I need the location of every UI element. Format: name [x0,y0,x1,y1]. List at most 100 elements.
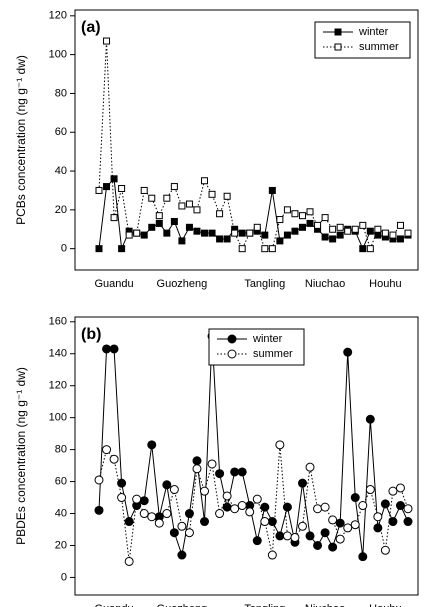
marker [124,556,134,566]
marker [366,245,374,253]
marker [403,504,413,514]
marker [147,440,157,450]
marker [380,499,390,509]
x-tick-label: Tangling [244,603,285,607]
marker [147,512,157,522]
marker [230,504,240,514]
marker [184,509,194,519]
marker [163,229,171,237]
marker [343,347,353,357]
legend-label: winter [252,333,283,345]
marker [102,344,112,354]
marker [366,227,374,235]
marker [358,552,368,562]
marker [140,186,148,194]
marker [297,521,307,531]
marker [275,531,285,541]
marker [148,223,156,231]
marker [193,206,201,214]
marker [404,229,412,237]
marker [334,28,342,36]
y-tick-label: 80 [55,87,67,99]
marker [154,518,164,528]
marker [169,485,179,495]
marker [237,501,247,511]
marker [200,486,210,496]
marker [297,478,307,488]
x-tick-label: Houhu [369,278,401,290]
panel-label: (a) [81,19,101,36]
marker [230,467,240,477]
marker [388,486,398,496]
series-line [98,336,409,557]
marker [328,542,338,552]
y-tick-label: 100 [49,49,67,61]
marker [343,523,353,533]
y-axis-label: PBDEs concentration (ng g⁻¹ dw) [14,367,28,545]
marker [283,206,291,214]
x-tick-label: Guozheng [157,603,208,607]
marker [298,212,306,220]
x-tick-label: Houhu [369,603,401,607]
marker [125,231,133,239]
marker [275,440,285,450]
marker [95,245,103,253]
marker [380,545,390,555]
marker [118,245,126,253]
panel-label: (b) [81,326,101,343]
marker [320,528,330,538]
marker [381,229,389,237]
plot-frame [74,316,419,596]
marker [282,502,292,512]
marker [282,531,292,541]
marker [103,183,111,191]
marker [365,485,375,495]
legend-label: summer [359,41,399,53]
marker [389,231,397,239]
marker [178,202,186,210]
marker [245,507,255,517]
y-tick-label: 140 [49,348,67,360]
marker [373,523,383,533]
marker [336,223,344,231]
y-tick-label: 40 [55,507,67,519]
marker [350,520,360,530]
marker [227,334,237,344]
marker [291,210,299,218]
marker [178,237,186,245]
legend-box [314,21,411,59]
marker [185,200,193,208]
marker [313,540,323,550]
marker [102,445,112,455]
marker [321,214,329,222]
marker [163,194,171,202]
marker [201,229,209,237]
marker [276,237,284,245]
legend-label: winter [358,26,389,38]
marker [314,221,322,229]
x-tick-label: Guandu [94,603,133,607]
marker [155,212,163,220]
marker [95,186,103,194]
legend-label: summer [253,348,293,360]
marker [148,194,156,202]
marker [177,550,187,560]
marker [335,534,345,544]
marker [320,502,330,512]
marker [139,496,149,506]
marker [306,208,314,216]
marker [109,454,119,464]
marker [215,469,225,479]
plot-frame [74,9,419,271]
marker [117,493,127,503]
marker [358,501,368,511]
marker [133,229,141,237]
marker [403,517,413,527]
y-tick-label: 160 [49,316,67,328]
marker [261,231,269,239]
marker [170,183,178,191]
y-tick-label: 120 [49,10,67,22]
x-tick-label: Guandu [94,278,133,290]
marker [267,517,277,527]
